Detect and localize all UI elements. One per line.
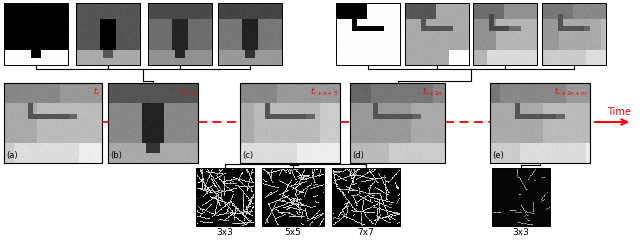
- Text: 2-bit: 2-bit: [427, 0, 447, 1]
- Bar: [405, 3, 469, 65]
- Bar: [4, 83, 102, 163]
- Text: $t_{i+n+5}$: $t_{i+n+5}$: [310, 85, 338, 97]
- Text: (e): (e): [492, 151, 504, 160]
- Bar: [240, 83, 340, 163]
- Text: 3-bit: 3-bit: [495, 0, 515, 1]
- Text: 3x3: 3x3: [216, 228, 234, 237]
- Text: (c): (c): [242, 151, 253, 160]
- Bar: [490, 83, 590, 163]
- Text: 2-bit: 2-bit: [97, 0, 118, 1]
- Bar: [262, 168, 324, 226]
- Bar: [350, 83, 445, 163]
- Bar: [336, 3, 400, 65]
- Text: $t_{i+2n}$: $t_{i+2n}$: [422, 85, 443, 97]
- Bar: [4, 3, 68, 65]
- Text: 4-bit: 4-bit: [564, 0, 584, 1]
- Bar: [148, 3, 212, 65]
- Text: $t_i$: $t_i$: [93, 85, 100, 97]
- Text: 7x7: 7x7: [358, 228, 374, 237]
- Text: (d): (d): [352, 151, 364, 160]
- Text: 5x5: 5x5: [285, 228, 301, 237]
- Text: (b): (b): [110, 151, 122, 160]
- Bar: [76, 3, 140, 65]
- Text: 4-bit: 4-bit: [239, 0, 260, 1]
- Bar: [196, 168, 254, 226]
- Text: Time: Time: [607, 107, 631, 117]
- Bar: [332, 168, 400, 226]
- Bar: [218, 3, 282, 65]
- Bar: [492, 168, 550, 226]
- Text: $t_{i+2n+m}$: $t_{i+2n+m}$: [554, 85, 588, 97]
- Text: 1-bit: 1-bit: [358, 0, 378, 1]
- Text: 3-bit: 3-bit: [170, 0, 191, 1]
- Text: (a): (a): [6, 151, 18, 160]
- Text: $t_{i+n}$: $t_{i+n}$: [179, 85, 196, 97]
- Bar: [108, 83, 198, 163]
- Text: 1-bit: 1-bit: [26, 0, 47, 1]
- Bar: [542, 3, 606, 65]
- Bar: [473, 3, 537, 65]
- Text: 3x3: 3x3: [513, 228, 529, 237]
